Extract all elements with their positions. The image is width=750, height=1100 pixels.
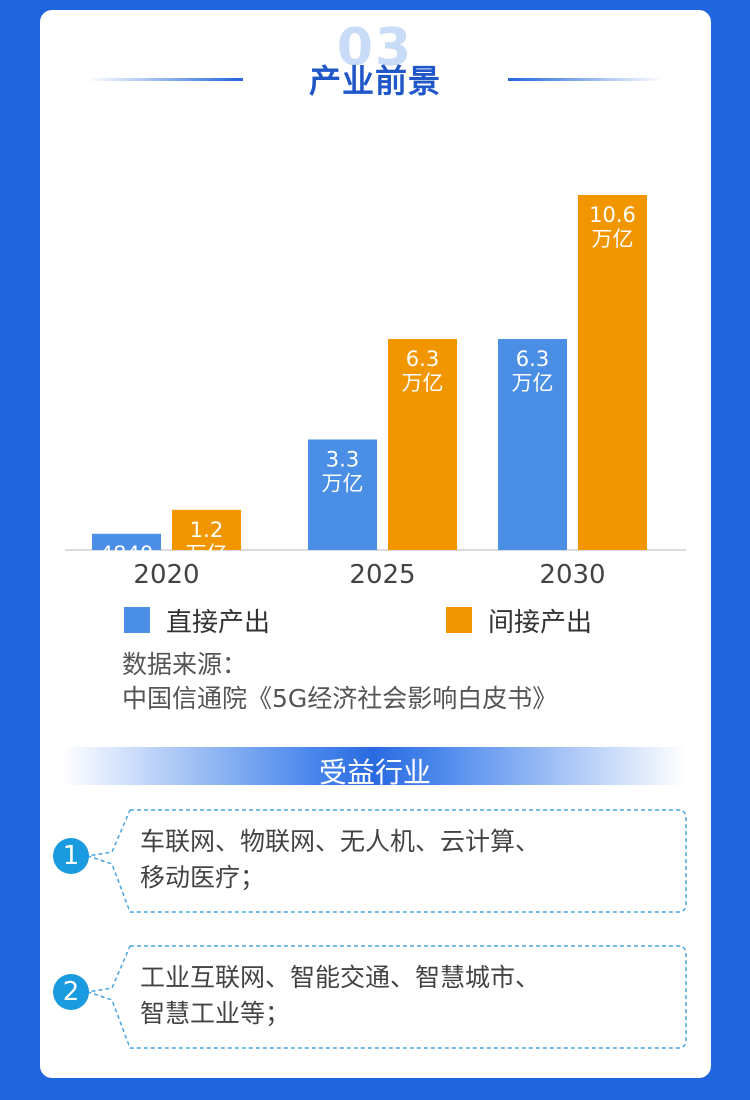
header-divider-right [508, 78, 663, 81]
bar-value-label: 亿元 [106, 566, 148, 590]
bar-value-label: 万亿 [322, 471, 364, 495]
data-source: 数据来源： 中国信通院《5G经济社会影响白皮书》 [122, 648, 557, 716]
bar-value-label: 万亿 [592, 227, 634, 251]
x-tick-label: 2030 [539, 560, 605, 590]
legend-direct: 直接产出 [124, 600, 270, 640]
bar-value-label: 1.2 [190, 518, 223, 542]
legend-swatch-indirect [446, 607, 472, 633]
industry-number-badge: 1 [53, 838, 89, 874]
bar-value-label: 3.3 [326, 447, 359, 471]
legend-label-indirect: 间接产出 [488, 607, 593, 638]
legend-label-direct: 直接产出 [166, 607, 271, 638]
legend-swatch-direct [124, 607, 150, 633]
bar-direct-2030 [498, 339, 567, 550]
header-divider-left [88, 78, 243, 81]
bar-direct-2020 [92, 533, 161, 550]
industry-item: 2 工业互联网、智能交通、智慧城市、 智慧工业等； [50, 942, 690, 1052]
industry-frame [87, 945, 687, 1049]
industry-text-line: 智慧工业等； [140, 999, 291, 1028]
industry-item: 1 车联网、物联网、无人机、云计算、 移动医疗； [50, 806, 690, 916]
industry-text: 车联网、物联网、无人机、云计算、 移动医疗； [140, 824, 650, 896]
industry-text-line: 移动医疗； [140, 863, 266, 892]
industry-text: 工业互联网、智能交通、智慧城市、 智慧工业等； [140, 960, 650, 1032]
section-header: 03 产业前景 [0, 0, 750, 110]
x-tick-label: 2025 [349, 560, 415, 590]
industry-frame [87, 809, 687, 913]
industry-text-line: 车联网、物联网、无人机、云计算、 [140, 827, 541, 856]
bar-indirect-2030 [578, 195, 647, 550]
section-title: 产业前景 [308, 62, 441, 100]
bar-direct-2025 [308, 439, 377, 550]
bar-indirect-2025 [388, 339, 457, 550]
industries-banner [62, 747, 686, 785]
bar-value-label: 10.6 [589, 203, 636, 227]
bar-value-label: 6.3 [406, 347, 439, 371]
bar-value-label: 万亿 [402, 371, 444, 395]
bar-value-label: 6.3 [516, 347, 549, 371]
x-tick-label: 2020 [133, 560, 199, 590]
source-label: 数据来源： [122, 650, 248, 679]
industries-title: 受益行业 [318, 756, 431, 789]
source-text: 中国信通院《5G经济社会影响白皮书》 [122, 684, 558, 713]
section-number: 03 [336, 18, 414, 78]
bar-value-label: 万亿 [186, 542, 228, 566]
output-bar-chart: 4840亿元1.2万亿20203.3万亿6.3万亿20256.3万亿10.6万亿… [65, 195, 686, 590]
industry-number-badge: 2 [53, 974, 89, 1010]
legend-indirect: 间接产出 [446, 600, 592, 640]
bar-indirect-2020 [172, 509, 241, 550]
bar-value-label: 4840 [100, 542, 153, 566]
industry-text-line: 工业互联网、智能交通、智慧城市、 [140, 963, 541, 992]
bar-value-label: 万亿 [512, 371, 554, 395]
